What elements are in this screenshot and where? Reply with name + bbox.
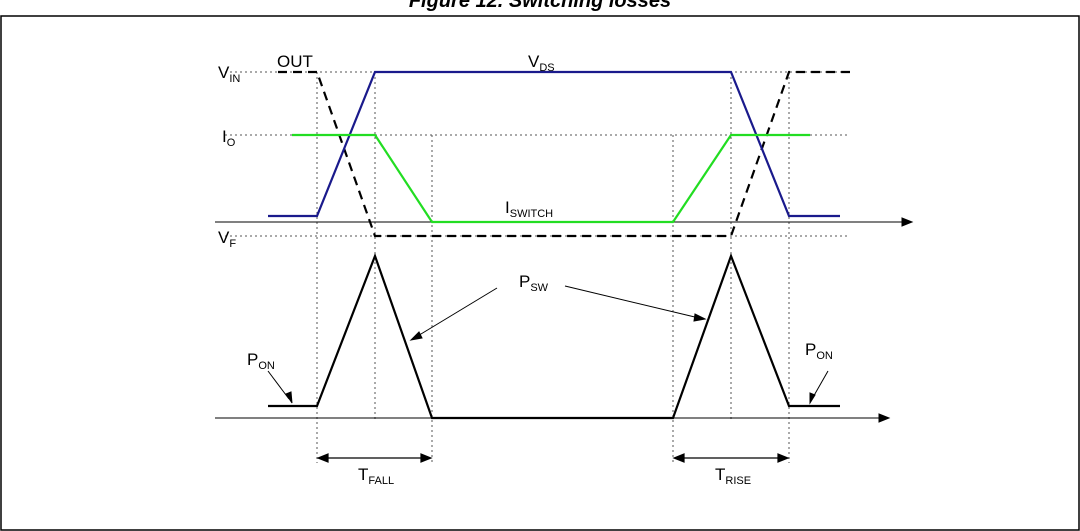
out-waveform (278, 70, 850, 238)
interval-markers (316, 453, 790, 463)
psw-pointer-left-head (409, 331, 423, 341)
iswitch-waveform (292, 133, 810, 224)
vds-label: VDS (528, 52, 555, 74)
figure-frame (0, 15, 1080, 531)
psw-pointer-left (415, 287, 498, 338)
psw-pointer-right (564, 285, 700, 319)
upper-axis-arrow (901, 217, 914, 227)
trise-arrow-left (672, 453, 685, 463)
axes (215, 217, 914, 423)
lower-axis-arrow (878, 413, 891, 423)
psw-label: PSW (519, 272, 549, 294)
figure-caption: Figure 12. Switching losses (408, 0, 672, 12)
time-guides (316, 72, 790, 463)
power-waveform (268, 252, 840, 420)
psw-pointers (409, 285, 707, 341)
pon-pointer-left-head (285, 391, 293, 404)
pon-pointer-left (267, 370, 290, 400)
pon-pointers (267, 370, 829, 405)
vf-label: VF (218, 228, 236, 250)
tfall-arrow-right (420, 453, 433, 463)
tfall-arrow-left (316, 453, 329, 463)
iswitch-label: ISWITCH (505, 198, 553, 220)
vds-waveform (268, 70, 840, 218)
out-label: OUT (277, 52, 313, 71)
tfall-label: TFALL (358, 465, 394, 487)
trise-label: TRISE (715, 465, 751, 487)
pon-right-label: PON (805, 340, 833, 362)
trise-arrow-right (777, 453, 790, 463)
psw-pointer-right-head (693, 313, 707, 322)
pon-left-label: PON (247, 350, 275, 372)
vin-label: VIN (218, 63, 240, 85)
io-label: IO (222, 127, 236, 149)
pon-pointer-right-head (809, 392, 816, 405)
